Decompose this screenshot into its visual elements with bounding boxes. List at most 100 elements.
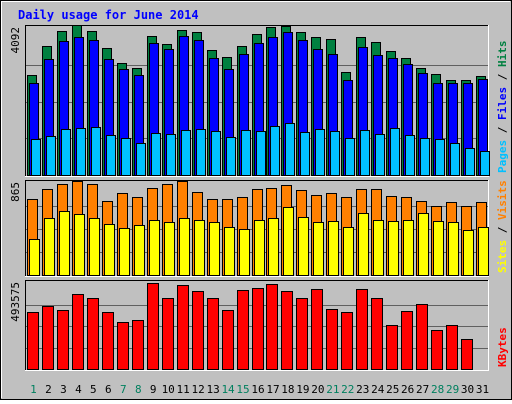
bar-pages-day-11: Pages 11: 1250 xyxy=(181,130,191,176)
bar-kbytes-day-23: KBytes 23: 460000 xyxy=(356,289,368,370)
bar-sites-day-2: Sites 2: 540 xyxy=(44,218,55,276)
bar-kbytes-day-9: KBytes 9: 493000 xyxy=(147,283,159,370)
bar-pages-day-1: Pages 1: 1000 xyxy=(31,139,41,176)
bar-pages-day-28: Pages 28: 990 xyxy=(435,139,445,176)
x-tick-label-13: 13 xyxy=(206,383,219,396)
bar-pages-day-3: Pages 3: 1270 xyxy=(61,129,71,176)
bar-pages-day-2: Pages 2: 1080 xyxy=(46,136,56,176)
x-tick-label-4: 4 xyxy=(75,383,82,396)
x-tick-label-17: 17 xyxy=(266,383,279,396)
x-tick-label-31: 31 xyxy=(476,383,489,396)
x-tick-label-10: 10 xyxy=(162,383,175,396)
x-tick-label-25: 25 xyxy=(386,383,399,396)
bar-pages-day-23: Pages 23: 1250 xyxy=(360,130,370,176)
bar-kbytes-day-17: KBytes 17: 485000 xyxy=(266,284,278,370)
bar-kbytes-day-3: KBytes 3: 340000 xyxy=(57,310,69,370)
bar-sites-day-11: Sites 11: 540 xyxy=(179,218,190,276)
bar-sites-day-24: Sites 24: 520 xyxy=(373,220,384,276)
x-tick-label-19: 19 xyxy=(296,383,309,396)
bar-pages-day-8: Pages 8: 880 xyxy=(136,143,146,176)
x-tick-label-16: 16 xyxy=(251,383,264,396)
x-tick-label-3: 3 xyxy=(60,383,67,396)
bar-sites-day-6: Sites 6: 480 xyxy=(104,224,115,276)
legend-kbytes: KBytes xyxy=(496,327,509,367)
bar-sites-day-31: Sites 31: 450 xyxy=(478,227,489,276)
x-tick-label-1: 1 xyxy=(30,383,37,396)
bar-sites-day-1: Sites 1: 340 xyxy=(29,239,40,276)
bar-pages-day-30: Pages 30: 760 xyxy=(465,148,475,176)
bar-sites-day-30: Sites 30: 420 xyxy=(463,230,474,276)
bar-sites-day-14: Sites 14: 450 xyxy=(224,227,235,276)
bar-sites-day-8: Sites 8: 470 xyxy=(134,225,145,276)
bar-pages-day-31: Pages 31: 670 xyxy=(480,151,490,176)
bar-kbytes-day-29: KBytes 29: 255000 xyxy=(446,325,458,370)
bar-pages-day-25: Pages 25: 1300 xyxy=(390,128,400,176)
bar-sites-day-29: Sites 29: 500 xyxy=(448,222,459,276)
bar-pages-day-13: Pages 13: 1230 xyxy=(211,131,221,176)
x-tick-label-2: 2 xyxy=(45,383,52,396)
bar-kbytes-day-6: KBytes 6: 325000 xyxy=(102,312,114,370)
bar-sites-day-7: Sites 7: 440 xyxy=(119,228,130,276)
bar-pages-day-5: Pages 5: 1330 xyxy=(91,127,101,176)
bar-pages-day-17: Pages 17: 1360 xyxy=(270,126,280,176)
legend-sites-visits: Sites / Visits xyxy=(496,180,509,273)
bar-kbytes-day-28: KBytes 28: 225000 xyxy=(431,330,443,370)
bar-kbytes-day-10: KBytes 10: 410000 xyxy=(162,298,174,370)
bar-pages-day-22: Pages 22: 1030 xyxy=(345,138,355,176)
bar-pages-day-4: Pages 4: 1300 xyxy=(76,128,86,176)
bar-sites-day-22: Sites 22: 450 xyxy=(343,227,354,276)
bar-sites-day-21: Sites 21: 510 xyxy=(328,221,339,276)
chart-title: Daily usage for June 2014 xyxy=(18,8,199,22)
bar-kbytes-day-13: KBytes 13: 405000 xyxy=(207,298,219,370)
bar-kbytes-day-26: KBytes 26: 335000 xyxy=(401,311,413,370)
x-tick-label-8: 8 xyxy=(135,383,142,396)
bar-kbytes-day-5: KBytes 5: 405000 xyxy=(87,298,99,370)
bar-pages-day-21: Pages 21: 1220 xyxy=(330,131,340,176)
x-tick-label-14: 14 xyxy=(221,383,235,396)
x-tick-label-18: 18 xyxy=(281,383,294,396)
x-tick-label-6: 6 xyxy=(105,383,112,396)
bar-pages-day-26: Pages 26: 1110 xyxy=(405,135,415,176)
bar-kbytes-day-14: KBytes 14: 340000 xyxy=(222,310,234,370)
bar-pages-day-14: Pages 14: 1050 xyxy=(226,137,236,176)
legend-separator: / xyxy=(496,67,509,87)
bar-sites-day-5: Sites 5: 540 xyxy=(89,218,100,276)
x-tick-label-7: 7 xyxy=(120,383,127,396)
legend-entry-hits: Hits xyxy=(496,41,509,68)
bar-kbytes-day-15: KBytes 15: 455000 xyxy=(237,290,249,370)
bar-sites-day-12: Sites 12: 520 xyxy=(194,220,205,276)
x-tick-label-30: 30 xyxy=(461,383,474,396)
x-tick-label-20: 20 xyxy=(311,383,324,396)
x-tick-label-9: 9 xyxy=(150,383,157,396)
bar-kbytes-day-19: KBytes 19: 410000 xyxy=(296,298,308,370)
bar-sites-day-23: Sites 23: 580 xyxy=(358,213,369,276)
bar-pages-day-18: Pages 18: 1450 xyxy=(285,123,295,176)
bar-pages-day-24: Pages 24: 1130 xyxy=(375,134,385,176)
x-tick-label-12: 12 xyxy=(192,383,205,396)
legend-entry-sites: Sites xyxy=(496,240,509,273)
legend-entry-files: Files xyxy=(496,87,509,120)
legend-separator: / xyxy=(496,120,509,140)
bar-pages-day-19: Pages 19: 1210 xyxy=(300,132,310,176)
bar-sites-day-18: Sites 18: 640 xyxy=(283,207,294,276)
bar-sites-day-4: Sites 4: 570 xyxy=(74,214,85,276)
legend-entry-pages: Pages xyxy=(496,140,509,173)
bar-pages-day-10: Pages 10: 1130 xyxy=(166,134,176,176)
y-max-label-hits-files-pages: 4092 xyxy=(9,27,22,54)
bar-sites-day-25: Sites 25: 510 xyxy=(388,221,399,276)
bar-sites-day-13: Sites 13: 500 xyxy=(209,222,220,276)
x-tick-label-24: 24 xyxy=(371,383,385,396)
bar-kbytes-day-20: KBytes 20: 460000 xyxy=(311,289,323,370)
bar-kbytes-day-22: KBytes 22: 325000 xyxy=(341,312,353,370)
y-max-label-kbytes: 493575 xyxy=(9,282,22,322)
panel-kbytes: 493575 KBytes KBytes 1: 330000KBytes 2: 36… xyxy=(9,280,509,371)
bar-kbytes-day-4: KBytes 4: 430000 xyxy=(72,294,84,370)
x-tick-label-15: 15 xyxy=(236,383,249,396)
bar-kbytes-day-12: KBytes 12: 445000 xyxy=(192,291,204,370)
x-tick-label-21: 21 xyxy=(326,383,339,396)
bar-sites-day-28: Sites 28: 510 xyxy=(433,221,444,276)
